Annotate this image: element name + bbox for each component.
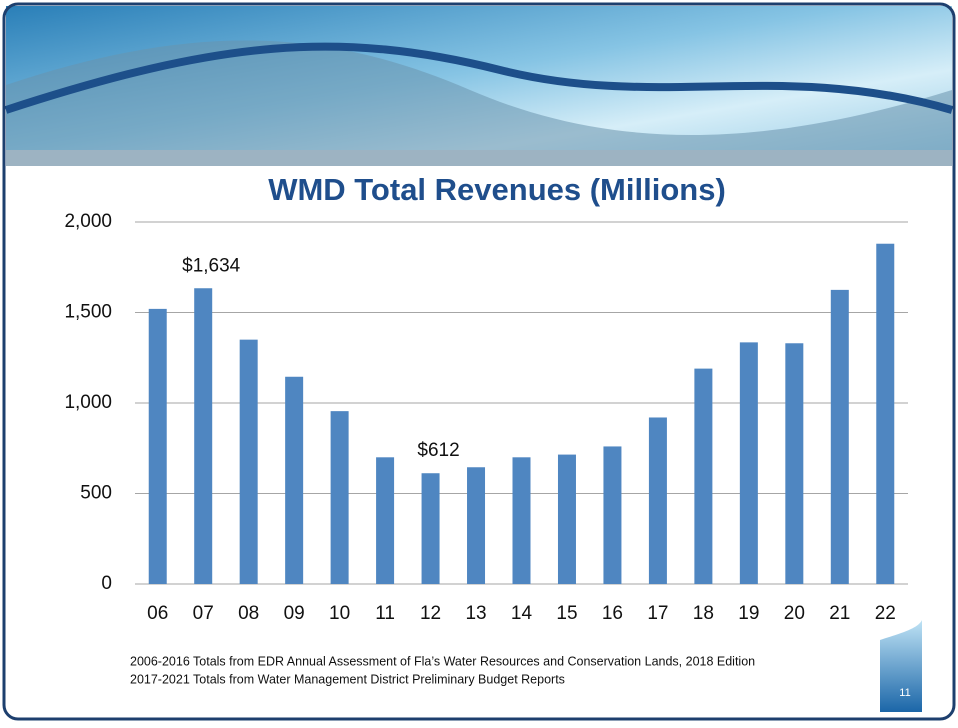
x-tick-label: 20 [784,603,805,624]
bar [330,411,349,584]
header-band [6,150,952,166]
bar [648,417,667,584]
footnote: 2017-2021 Totals from Water Management D… [130,672,565,686]
x-tick-label: 10 [329,603,350,624]
bar [603,446,622,584]
x-tick-label: 17 [647,603,668,624]
x-tick-label: 16 [602,603,623,624]
bar [694,368,713,584]
bar [194,288,213,584]
bar [557,454,576,584]
footnote: 2006-2016 Totals from EDR Annual Assessm… [130,654,755,668]
bar [376,457,395,584]
y-tick-label: 1,000 [64,392,112,413]
x-tick-label: 11 [375,603,395,624]
x-tick-label: 19 [738,603,759,624]
bar [739,342,758,584]
bar [785,343,804,584]
x-tick-label: 14 [511,603,533,624]
bar [830,289,849,584]
x-tick-label: 21 [829,603,850,624]
chart: 0 500 1,000 1,500 2,000 06 07 $1,634 08 09 10 11 12 $… [64,211,908,624]
x-tick-label: 12 [420,603,441,624]
x-tick-label: 06 [147,603,168,624]
x-tick-label: 22 [875,603,896,624]
x-tick-label: 08 [238,603,259,624]
header-wave [6,40,952,166]
x-tick-label: 13 [465,603,486,624]
y-tick-label: 1,500 [64,302,112,323]
bar [421,473,440,584]
value-label: $1,634 [182,255,241,276]
y-tick-label: 500 [80,483,112,504]
x-tick-label: 07 [193,603,214,624]
x-tick-label: 15 [556,603,577,624]
x-tick-label: 09 [284,603,305,624]
logo-drop [880,620,922,712]
chart-title: WMD Total Revenues (Millions) [268,172,726,207]
x-tick-label: 18 [693,603,714,624]
bar [512,457,531,584]
y-tick-label: 2,000 [64,211,112,232]
bar [148,308,167,584]
value-label: $612 [417,440,459,461]
bar [876,243,895,584]
bar [239,339,258,584]
page-number: 11 [899,687,910,699]
bar [285,376,304,584]
header-wave-line [4,42,954,114]
bar [467,467,486,584]
y-tick-label: 0 [101,573,112,594]
